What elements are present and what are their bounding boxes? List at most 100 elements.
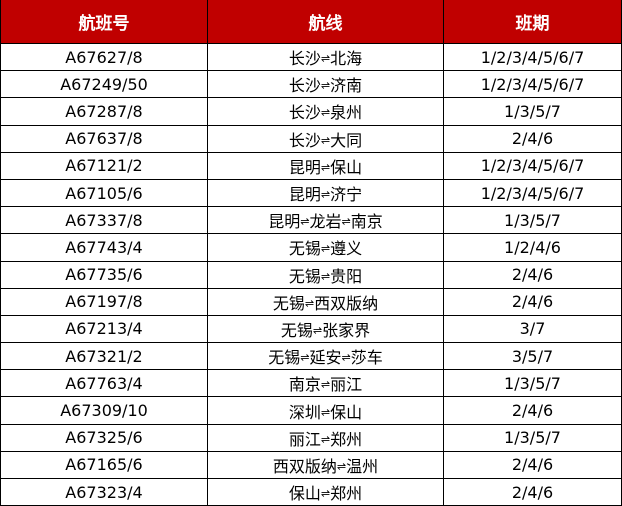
- city: 温州: [346, 456, 379, 476]
- table-row: A67249/50 长沙⇌济南 1/2/3/4/5/6/7: [0, 70, 622, 99]
- round-trip-icon: ⇌: [341, 215, 351, 229]
- city: 西双版纳: [272, 456, 337, 476]
- flight-number: A67325/6: [0, 423, 208, 452]
- table-row: A67735/6 无锡⇌贵阳 2/4/6: [0, 260, 622, 289]
- flight-number: A67165/6: [0, 450, 208, 480]
- route: 长沙⇌北海: [207, 42, 444, 72]
- city: 延安: [309, 348, 342, 368]
- route: 无锡⇌延安⇌莎车: [207, 342, 444, 371]
- header-flight: 航班号: [0, 0, 208, 44]
- schedule-days: 1/2/3/4/5/6/7: [443, 151, 622, 180]
- city: 泉州: [330, 103, 363, 123]
- table-row: A67637/8 长沙⇌大同 2/4/6: [0, 124, 622, 153]
- flight-number: A67337/8: [0, 206, 208, 235]
- schedule-days: 1/2/3/4/5/6/7: [443, 178, 622, 208]
- header-route: 航线: [207, 0, 444, 44]
- round-trip-icon: ⇌: [304, 296, 315, 310]
- city: 济宁: [330, 185, 363, 205]
- schedule-days: 1/3/5/7: [443, 206, 622, 235]
- table-row: A67627/8 长沙⇌北海 1/2/3/4/5/6/7: [0, 42, 622, 72]
- round-trip-icon: ⇌: [320, 269, 331, 283]
- schedule-days: 2/4/6: [443, 260, 622, 289]
- city: 昆明: [288, 185, 321, 205]
- round-trip-icon: ⇌: [320, 133, 331, 147]
- flight-number: A67763/4: [0, 369, 208, 398]
- city: 南京: [350, 212, 383, 232]
- route: 保山⇌郑州: [207, 477, 444, 506]
- city: 保山: [330, 402, 363, 422]
- city: 长沙: [288, 76, 321, 96]
- schedule-days: 2/4/6: [443, 477, 622, 506]
- city: 郑州: [330, 429, 363, 449]
- city: 无锡: [288, 239, 321, 259]
- table-row: A67105/6 昆明⇌济宁 1/2/3/4/5/6/7: [0, 178, 622, 208]
- flight-number: A67309/10: [0, 396, 208, 425]
- table-row: A67197/8 无锡⇌西双版纳 2/4/6: [0, 287, 622, 316]
- flight-number: A67637/8: [0, 124, 208, 153]
- route: 深圳⇌保山: [207, 396, 444, 425]
- schedule-days: 3/7: [443, 314, 622, 344]
- city: 深圳: [288, 402, 321, 422]
- city: 张家界: [322, 320, 371, 340]
- route: 无锡⇌贵阳: [207, 260, 444, 289]
- round-trip-icon: ⇌: [320, 188, 331, 202]
- round-trip-icon: ⇌: [320, 432, 331, 446]
- table-row: A67287/8 长沙⇌泉州 1/3/5/7: [0, 97, 622, 126]
- schedule-days: 1/2/3/4/5/6/7: [443, 42, 622, 72]
- round-trip-icon: ⇌: [320, 378, 331, 392]
- round-trip-icon: ⇌: [320, 106, 331, 120]
- round-trip-icon: ⇌: [320, 52, 331, 66]
- city: 贵阳: [330, 266, 363, 286]
- city: 龙岩: [309, 212, 342, 232]
- table-row: A67337/8 昆明⇌龙岩⇌南京 1/3/5/7: [0, 206, 622, 235]
- table-row: A67323/4 保山⇌郑州 2/4/6: [0, 477, 622, 506]
- schedule-days: 2/4/6: [443, 124, 622, 153]
- table-row: A67743/4 无锡⇌遵义 1/2/4/6: [0, 233, 622, 262]
- table-row: A67321/2 无锡⇌延安⇌莎车 3/5/7: [0, 342, 622, 371]
- city: 遵义: [330, 239, 363, 259]
- round-trip-icon: ⇌: [300, 351, 310, 365]
- schedule-days: 1/3/5/7: [443, 97, 622, 126]
- flight-number: A67321/2: [0, 342, 208, 371]
- round-trip-icon: ⇌: [320, 405, 331, 419]
- header-row: 航班号 航线 班期: [0, 0, 622, 44]
- table-row: A67165/6 西双版纳⇌温州 2/4/6: [0, 450, 622, 480]
- city: 长沙: [288, 130, 321, 150]
- city: 无锡: [272, 293, 305, 313]
- city: 西双版纳: [314, 293, 379, 313]
- city: 保山: [288, 484, 321, 504]
- city: 长沙: [288, 49, 321, 69]
- city: 南京: [288, 375, 321, 395]
- route: 西双版纳⇌温州: [207, 450, 444, 480]
- route: 丽江⇌郑州: [207, 423, 444, 452]
- city: 昆明: [288, 157, 321, 177]
- round-trip-icon: ⇌: [320, 487, 331, 501]
- schedule-days: 2/4/6: [443, 287, 622, 316]
- route: 长沙⇌济南: [207, 70, 444, 99]
- round-trip-icon: ⇌: [320, 160, 331, 174]
- city: 北海: [330, 49, 363, 69]
- schedule-days: 2/4/6: [443, 396, 622, 425]
- city: 昆明: [268, 212, 301, 232]
- schedule-days: 3/5/7: [443, 342, 622, 371]
- route: 长沙⇌大同: [207, 124, 444, 153]
- flight-number: A67249/50: [0, 70, 208, 99]
- flight-number: A67735/6: [0, 260, 208, 289]
- round-trip-icon: ⇌: [300, 215, 310, 229]
- table-row: A67309/10 深圳⇌保山 2/4/6: [0, 396, 622, 425]
- flight-number: A67213/4: [0, 314, 208, 344]
- schedule-days: 1/3/5/7: [443, 369, 622, 398]
- city: 郑州: [330, 484, 363, 504]
- table-row: A67213/4 无锡⇌张家界 3/7: [0, 314, 622, 344]
- round-trip-icon: ⇌: [336, 459, 347, 473]
- city: 丽江: [330, 375, 363, 395]
- flight-number: A67743/4: [0, 233, 208, 262]
- route: 无锡⇌遵义: [207, 233, 444, 262]
- schedule-days: 1/2/4/6: [443, 233, 622, 262]
- city: 大同: [330, 130, 363, 150]
- schedule-days: 1/3/5/7: [443, 423, 622, 452]
- city: 无锡: [268, 348, 301, 368]
- city: 无锡: [288, 266, 321, 286]
- route: 昆明⇌济宁: [207, 178, 444, 208]
